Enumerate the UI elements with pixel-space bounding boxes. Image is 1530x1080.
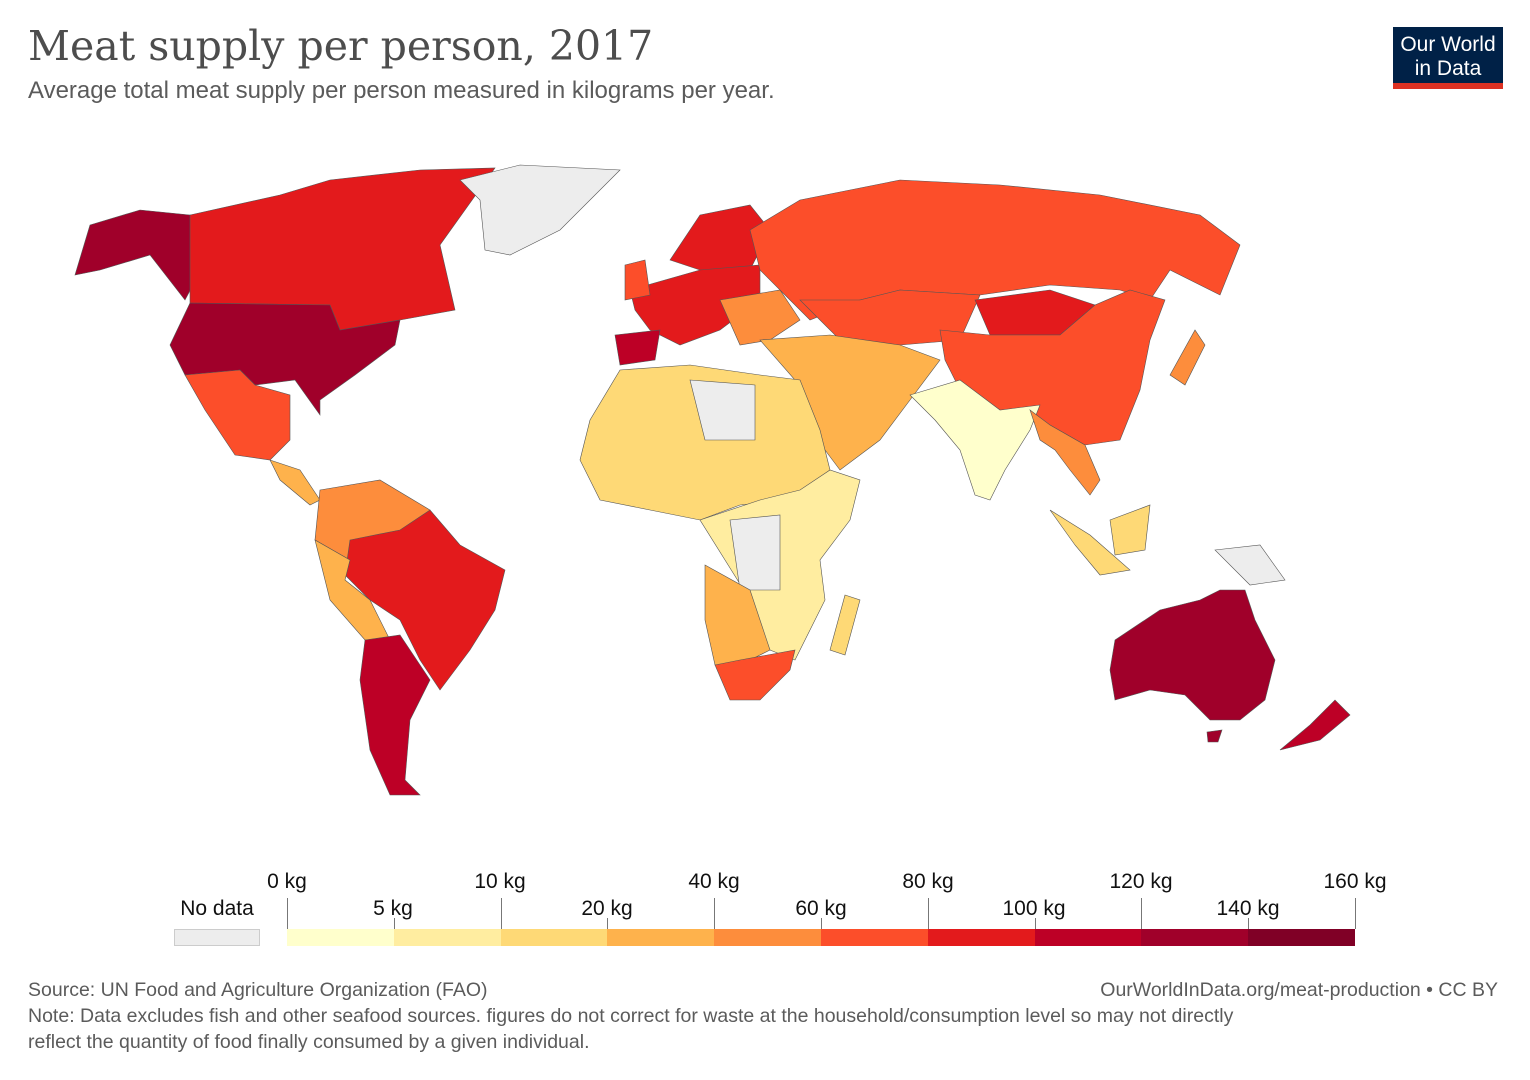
- legend-tick: [1141, 898, 1143, 929]
- owid-logo[interactable]: Our World in Data: [1393, 27, 1503, 89]
- legend-bin-20-40[interactable]: [607, 929, 715, 946]
- legend-label-120: 120 kg: [1109, 870, 1173, 893]
- chart-subtitle: Average total meat supply per person mea…: [28, 77, 775, 104]
- region-borneo[interactable]: [1109, 504, 1151, 556]
- legend-bin-80-100[interactable]: [927, 929, 1035, 946]
- legend-bin-0-5[interactable]: [287, 929, 394, 946]
- region-southeast-asia[interactable]: [1029, 409, 1101, 496]
- legend-tick: [1248, 918, 1250, 929]
- owid-link[interactable]: OurWorldInData.org/meat-production • CC …: [1100, 979, 1498, 1001]
- source-text: Source: UN Food and Agriculture Organiza…: [28, 979, 488, 1001]
- legend-bin-40-60[interactable]: [714, 929, 821, 946]
- legend-bin-100-120[interactable]: [1034, 929, 1142, 946]
- note-line-1: Note: Data excludes fish and other seafo…: [28, 1005, 1234, 1027]
- legend-label-40: 40 kg: [688, 870, 740, 893]
- region-uk[interactable]: [624, 259, 651, 301]
- legend-bin-10-20[interactable]: [500, 929, 608, 946]
- legend-label-10: 10 kg: [474, 870, 526, 893]
- region-drc[interactable]: [729, 514, 781, 591]
- legend-label-60: 60 kg: [795, 897, 847, 920]
- region-tasmania[interactable]: [1206, 729, 1223, 743]
- legend: 0 kg 10 kg 40 kg 80 kg 120 kg 160 kg 5 k…: [0, 860, 1530, 960]
- note-line-2: reflect the quantity of food finally con…: [28, 1031, 590, 1053]
- region-andes[interactable]: [314, 539, 391, 641]
- legend-bin-5-10[interactable]: [393, 929, 501, 946]
- logo-text-line1: Our World: [1400, 33, 1496, 56]
- legend-bin-60-80[interactable]: [821, 929, 928, 946]
- legend-label-100: 100 kg: [1002, 897, 1066, 920]
- region-western-europe[interactable]: [629, 264, 761, 346]
- legend-tick: [821, 918, 822, 929]
- region-mexico[interactable]: [184, 369, 291, 461]
- world-map[interactable]: [0, 130, 1530, 830]
- legend-tick: [287, 898, 288, 929]
- region-australia[interactable]: [1109, 589, 1276, 721]
- legend-no-data-swatch: [174, 929, 260, 946]
- legend-tick: [927, 898, 929, 929]
- chart-title: Meat supply per person, 2017: [28, 22, 654, 70]
- legend-label-160: 160 kg: [1323, 870, 1387, 893]
- legend-label-5: 5 kg: [373, 897, 413, 920]
- logo-text-line2: in Data: [1414, 57, 1482, 80]
- region-libya[interactable]: [689, 379, 756, 441]
- region-greenland[interactable]: [459, 164, 621, 256]
- region-balkans[interactable]: [719, 289, 801, 346]
- region-india[interactable]: [909, 379, 1041, 501]
- region-papua[interactable]: [1214, 544, 1286, 586]
- region-central-america[interactable]: [269, 459, 321, 506]
- region-south-africa[interactable]: [714, 649, 796, 701]
- legend-label-140: 140 kg: [1216, 897, 1280, 920]
- legend-no-data-label: No data: [180, 897, 254, 920]
- region-sumatra-java[interactable]: [1049, 509, 1131, 576]
- legend-tick: [1355, 898, 1356, 929]
- legend-label-80: 80 kg: [902, 870, 954, 893]
- region-iberia[interactable]: [614, 329, 661, 366]
- region-japan[interactable]: [1169, 329, 1206, 386]
- legend-tick: [500, 898, 502, 929]
- legend-tick: [714, 898, 716, 929]
- region-new-zealand[interactable]: [1279, 699, 1351, 751]
- region-madagascar[interactable]: [829, 594, 861, 656]
- legend-bin-140-160[interactable]: [1248, 929, 1355, 946]
- region-southern-cone[interactable]: [359, 634, 431, 796]
- legend-tick: [393, 918, 395, 929]
- legend-tick: [1034, 918, 1036, 929]
- legend-bin-120-140[interactable]: [1141, 929, 1249, 946]
- legend-label-20: 20 kg: [581, 897, 633, 920]
- region-alaska[interactable]: [74, 209, 226, 301]
- legend-tick: [607, 918, 609, 929]
- legend-label-0: 0 kg: [267, 870, 307, 893]
